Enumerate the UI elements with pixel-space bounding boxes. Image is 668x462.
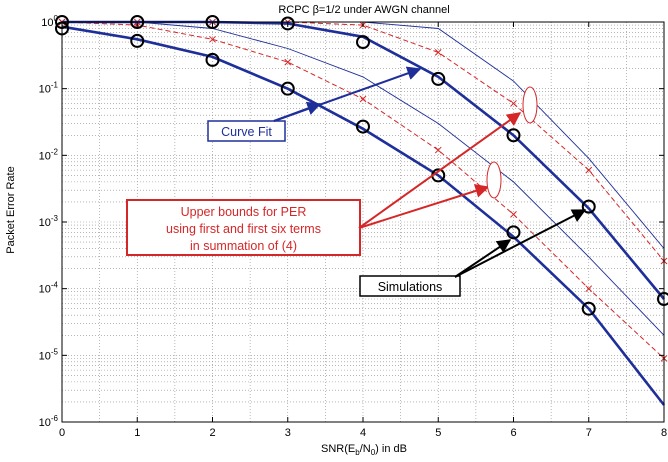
x-tick-label: 2	[209, 427, 215, 439]
y-axis-label: Packet Error Rate	[5, 166, 17, 253]
upper-bounds-arrow-1	[358, 112, 522, 229]
x-label-sub1: b	[355, 448, 360, 457]
simulation-point	[356, 119, 370, 134]
simulations-box	[359, 275, 461, 297]
y-tick-exp: -1	[51, 81, 59, 90]
bound-point-marker	[434, 49, 442, 56]
y-tick-label: 100	[41, 14, 58, 29]
simulations-annotation: Simulations	[359, 209, 587, 297]
y-tick-label: 10-1	[39, 81, 59, 96]
simulation-point	[581, 199, 596, 214]
x-axis-label: SNR(Eb/N0) in dB	[321, 443, 407, 457]
bound-six-terms-line	[62, 21, 665, 336]
x-tick-label: 6	[510, 427, 516, 439]
upper-bounds-line-3: in summation of (4)	[190, 239, 297, 253]
bound-point-marker	[209, 35, 216, 43]
simulation-point	[280, 16, 295, 31]
y-tick-label: 10-6	[39, 414, 59, 429]
y-tick-label: 10-3	[39, 214, 59, 229]
upper-bounds-box	[126, 199, 361, 256]
upper-bounds-line-2: using first and first six terms	[166, 222, 321, 236]
simulation-point	[581, 301, 596, 316]
y-tick-label: 10-2	[39, 147, 59, 162]
x-tick-label: 7	[586, 427, 592, 439]
y-tick-base: 10	[39, 417, 51, 429]
y-tick-exp: -3	[51, 214, 59, 223]
y-tick-exp: -6	[51, 414, 59, 423]
bound-point-marker	[585, 166, 593, 174]
y-tick-exp: 0	[54, 14, 59, 23]
bound-point-marker	[434, 146, 442, 154]
curve-fit-line	[61, 25, 666, 406]
simulation-point	[130, 33, 145, 48]
simulation-point	[506, 225, 521, 240]
x-label-mid: /N	[360, 443, 371, 455]
simulation-point	[205, 52, 220, 67]
y-tick-base: 10	[39, 150, 51, 162]
upper-bounds-annotation: Upper bounds for PER using first and fir…	[126, 86, 538, 256]
x-tick-label: 1	[134, 427, 140, 439]
grid	[62, 22, 664, 422]
curve-fit-box	[207, 120, 286, 142]
y-tick-base: 10	[39, 350, 51, 362]
simulations-label: Simulations	[378, 280, 443, 294]
simulation-point	[356, 35, 370, 50]
bound-point-marker	[510, 100, 517, 107]
x-tick-label: 3	[285, 427, 291, 439]
x-tick-label: 8	[661, 427, 667, 439]
curve-fit-annotation: Curve Fit	[207, 66, 422, 142]
simulations-arrow-2	[454, 239, 512, 278]
x-label-pre: SNR(E	[321, 443, 355, 455]
upper-bounds-line-1: Upper bounds for PER	[181, 205, 307, 219]
curve-fit-arrow-2	[273, 101, 322, 122]
x-tick-label: 4	[360, 427, 366, 439]
x-tick-label: 5	[435, 427, 441, 439]
y-tick-exp: -2	[51, 147, 59, 156]
bound-ellipse-right	[522, 86, 538, 124]
y-tick-label: 10-5	[39, 347, 59, 362]
y-tick-base: 10	[41, 17, 53, 29]
bound-point-marker	[585, 285, 593, 293]
bound-point-marker	[284, 58, 292, 66]
x-tick-label: 0	[59, 427, 65, 439]
y-tick-base: 10	[39, 84, 51, 96]
x-label-sub2: 0	[371, 448, 376, 457]
bound-point-marker	[510, 211, 517, 218]
simulation-point	[506, 128, 521, 143]
y-tick-exp: -5	[51, 347, 59, 356]
simulation-point	[280, 81, 295, 96]
bound-point-marker	[359, 95, 367, 103]
x-label-post: ) in dB	[375, 443, 407, 455]
bound-ellipse-left	[486, 161, 502, 199]
upper-bounds-arrow-2	[358, 184, 490, 229]
curve-fit-label: Curve Fit	[221, 125, 272, 139]
y-tick-base: 10	[39, 284, 51, 296]
y-tick-exp: -4	[51, 281, 59, 290]
y-tick-base: 10	[39, 217, 51, 229]
simulation-point	[431, 71, 446, 86]
chart-title: RCPC β=1/2 under AWGN channel	[278, 4, 449, 16]
y-tick-label: 10-4	[39, 281, 59, 296]
simulations-arrow-1	[454, 209, 587, 278]
